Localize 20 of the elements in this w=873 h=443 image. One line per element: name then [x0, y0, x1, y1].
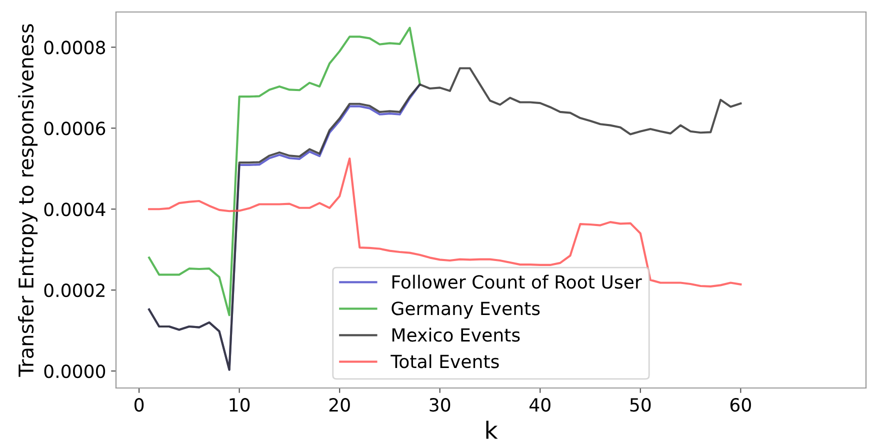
line-series [148, 157, 742, 288]
legend-label: Germany Events [392, 302, 540, 319]
legend-label: Follower Count of Root User [392, 274, 642, 289]
y-tick-label: 0.0008 [44, 40, 106, 54]
y-tick-label: 0.0002 [44, 284, 104, 298]
x-tick-label: 60 [730, 398, 751, 412]
x-tick-label: 40 [530, 398, 550, 412]
legend-label: Mexico Events [392, 328, 520, 342]
x-tick-label: 30 [430, 398, 450, 412]
x-tick-label: 50 [630, 398, 651, 412]
legend-label: Total Events [390, 354, 499, 368]
x-tick-label: 0 [134, 398, 144, 412]
y-tick-label: 0.0000 [44, 364, 106, 378]
y-axis-title: Transfer Entropy to responsiveness [18, 24, 38, 377]
y-tick-label: 0.0004 [44, 202, 106, 216]
y-tick-label: 0.0006 [44, 122, 106, 136]
x-tick-label: 20 [329, 398, 350, 412]
line-series [148, 67, 742, 371]
x-axis-title: k [486, 420, 498, 439]
x-tick-label: 10 [230, 398, 250, 412]
